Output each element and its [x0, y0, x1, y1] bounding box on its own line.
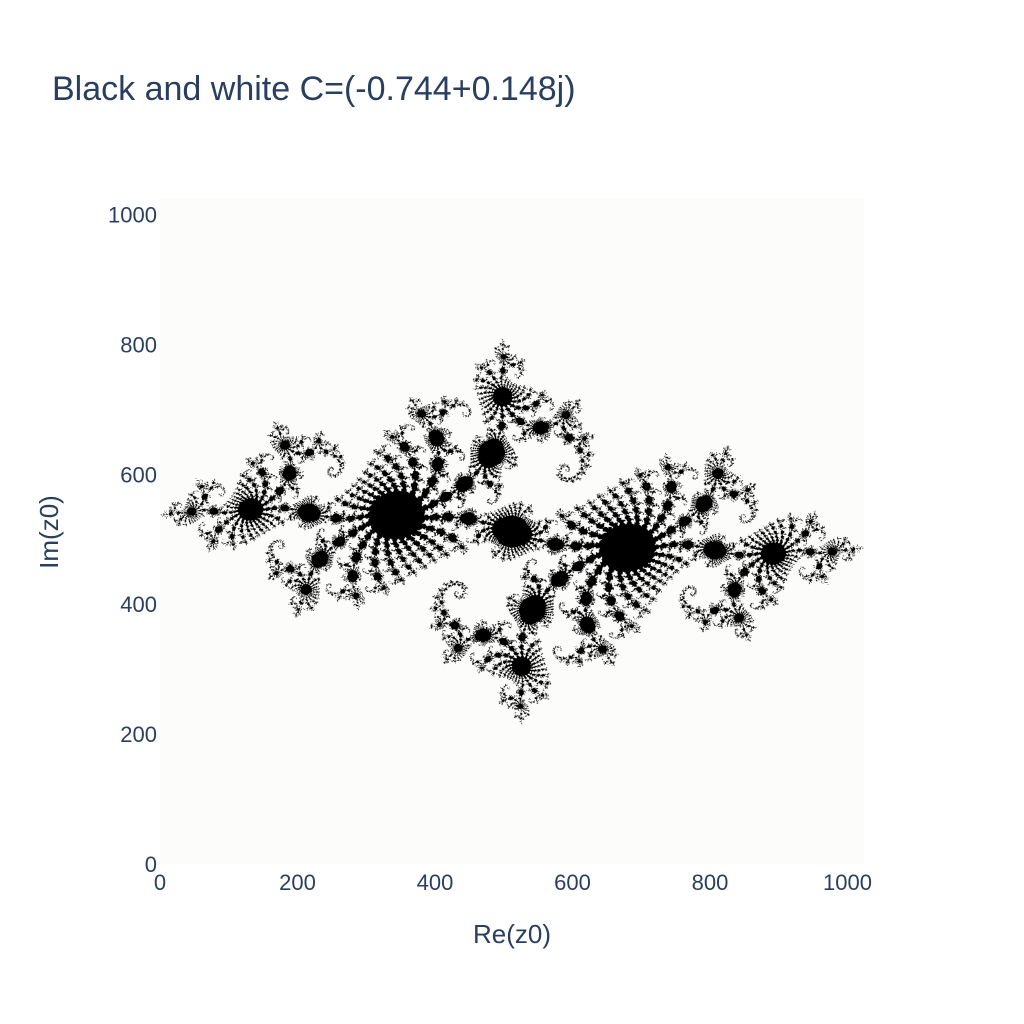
x-tick-label: 200	[279, 870, 316, 895]
y-tick-label: 800	[120, 332, 157, 357]
x-axis-title: Re(z0)	[473, 919, 551, 949]
x-axis-ticks: 0 200 400 600 800 1000	[154, 870, 872, 895]
y-tick-label: 400	[120, 592, 157, 617]
x-tick-label: 800	[692, 870, 729, 895]
y-tick-label: 200	[120, 722, 157, 747]
x-tick-label: 400	[417, 870, 454, 895]
y-axis-title: Im(z0)	[34, 495, 64, 569]
y-tick-label: 1000	[108, 203, 157, 228]
y-tick-label: 0	[145, 852, 157, 877]
x-tick-label: 1000	[823, 870, 872, 895]
julia-set-heatmap	[160, 199, 864, 864]
x-tick-label: 0	[154, 870, 166, 895]
y-axis-ticks: 0 200 400 600 800 1000	[108, 203, 157, 877]
y-tick-label: 600	[120, 462, 157, 487]
chart-title: Black and white C=(-0.744+0.148j)	[52, 70, 576, 108]
x-tick-label: 600	[554, 870, 591, 895]
